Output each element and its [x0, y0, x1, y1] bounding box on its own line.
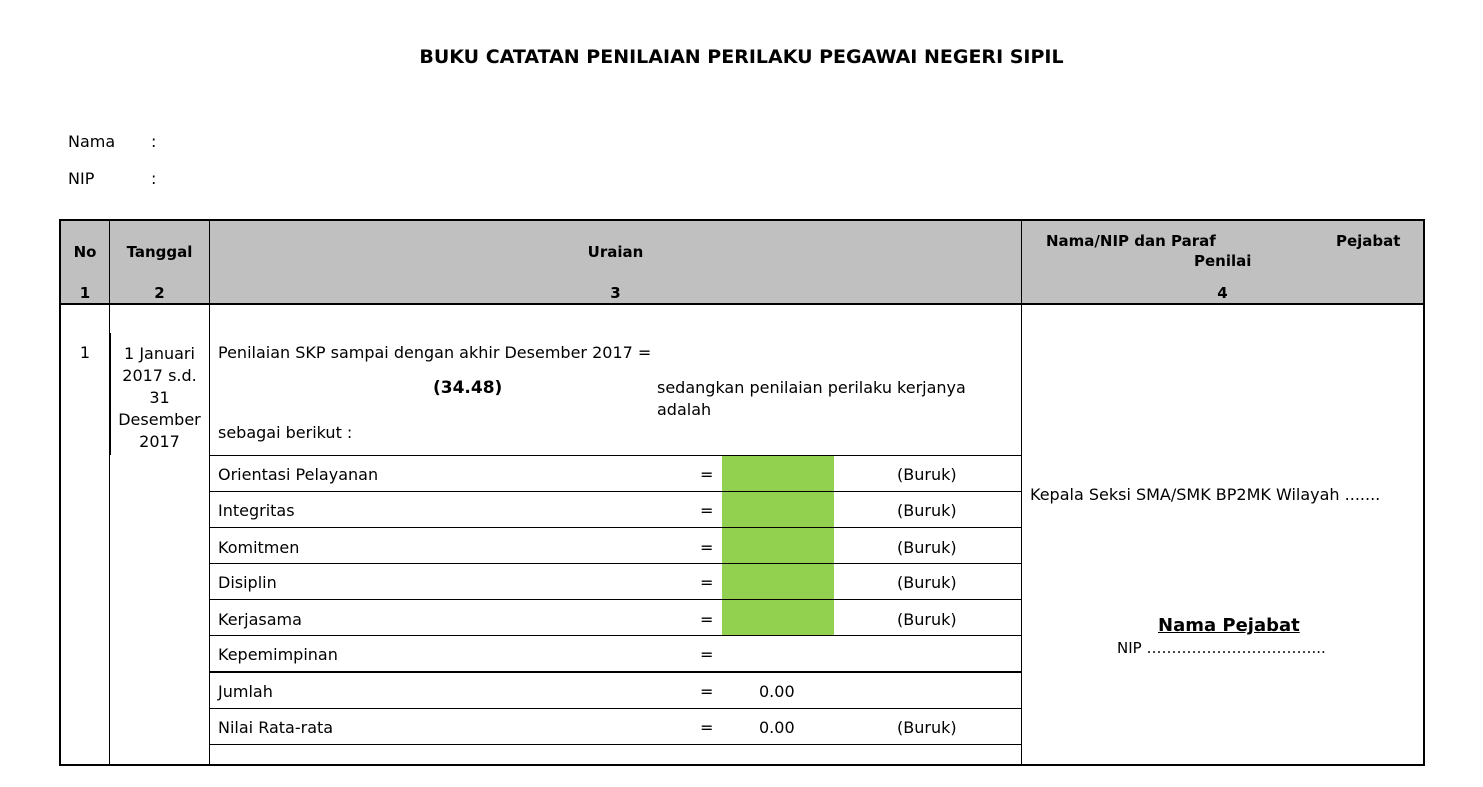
item-equals: =	[700, 573, 714, 592]
header-no: No	[73, 243, 97, 261]
item-equals: =	[700, 682, 714, 701]
item-label: Disiplin	[218, 573, 277, 592]
perilaku-text-1: sedangkan penilaian perilaku kerjanya	[657, 378, 966, 397]
item-status: (Buruk)	[897, 610, 957, 629]
item-value: 0.00	[759, 718, 795, 737]
row-tanggal: 1 Januari 2017 s.d. 31 Desember 2017	[110, 343, 209, 453]
item-label: Jumlah	[218, 682, 273, 701]
item-equals: =	[700, 501, 714, 520]
item-label: Orientasi Pelayanan	[218, 465, 379, 484]
item-equals: =	[700, 718, 714, 737]
nama-label: Nama	[68, 132, 116, 151]
pejabat-jabatan: Kepala Seksi SMA/SMK BP2MK Wilayah .....…	[1030, 485, 1381, 504]
item-equals: =	[700, 538, 714, 557]
table-header	[61, 221, 1423, 304]
tanggal-line: 2017 s.d.	[122, 366, 197, 385]
tanggal-line: 2017	[139, 432, 180, 451]
header-uraian: Uraian	[587, 243, 644, 261]
item-label: Integritas	[218, 501, 295, 520]
pejabat-nip: NIP ……………………………...	[1117, 639, 1326, 657]
pejabat-nama: Nama Pejabat	[1158, 615, 1300, 636]
sebagai-text: sebagai berikut :	[218, 423, 353, 442]
header-num-2: 2	[154, 284, 165, 302]
row-number: 1	[79, 343, 91, 362]
nip-colon: :	[151, 169, 157, 188]
perilaku-text-2: adalah	[657, 400, 712, 419]
item-label: Nilai Rata-rata	[218, 718, 334, 737]
nip-label: NIP	[68, 169, 95, 188]
header-penilai: Penilai	[1194, 252, 1252, 270]
assessment-table: No Tanggal Uraian Nama/NIP dan Paraf Pej…	[59, 219, 1425, 766]
item-status: (Buruk)	[897, 573, 957, 592]
item-value: 0.00	[759, 682, 795, 701]
skp-value: (34.48)	[433, 378, 503, 398]
item-label: Komitmen	[218, 538, 300, 557]
header-num-1: 1	[79, 284, 91, 302]
item-label: Kerjasama	[218, 610, 302, 629]
item-label: Kepemimpinan	[218, 645, 338, 664]
item-equals: =	[700, 610, 714, 629]
header-num-4: 4	[1217, 284, 1228, 302]
tanggal-line: 1 Januari	[124, 344, 195, 363]
item-status: (Buruk)	[897, 718, 957, 737]
item-equals: =	[700, 465, 714, 484]
tanggal-line: 31	[149, 388, 170, 407]
item-status: (Buruk)	[897, 538, 957, 557]
header-nama-nip-paraf: Nama/NIP dan Paraf	[1046, 232, 1216, 250]
nama-colon: :	[151, 132, 157, 151]
page-title: BUKU CATATAN PENILAIAN PERILAKU PEGAWAI …	[419, 46, 1064, 68]
item-status: (Buruk)	[897, 465, 957, 484]
skp-text: Penilaian SKP sampai dengan akhir Desemb…	[218, 343, 652, 362]
header-pejabat: Pejabat	[1336, 232, 1401, 250]
header-num-3: 3	[610, 284, 621, 302]
tanggal-line: Desember	[118, 410, 201, 429]
item-equals: =	[700, 645, 714, 664]
value-fill-block	[722, 455, 834, 636]
item-status: (Buruk)	[897, 501, 957, 520]
header-tanggal: Tanggal	[126, 243, 193, 261]
